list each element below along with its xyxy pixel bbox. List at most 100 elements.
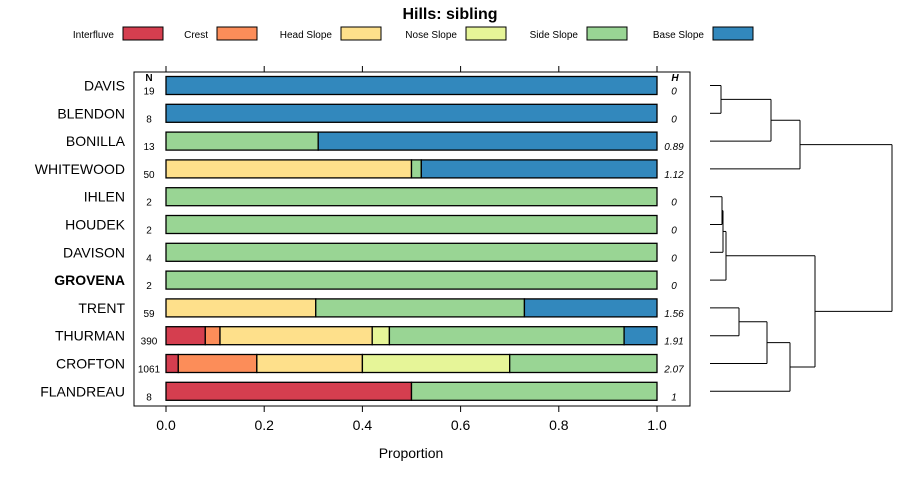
x-tick-label: 0.2 <box>254 417 274 433</box>
bar-segment <box>523 298 658 318</box>
bar-segment <box>509 353 658 374</box>
bar-segment <box>165 75 658 96</box>
x-tick-label: 1.0 <box>647 417 667 433</box>
category-label: CROFTON <box>56 356 125 372</box>
n-value: 50 <box>143 170 155 181</box>
n-header: N <box>145 73 152 84</box>
bar-segment <box>177 353 258 374</box>
bar-segment <box>361 353 511 374</box>
n-value: 2 <box>146 198 152 209</box>
bar-row <box>165 214 658 235</box>
legend-swatch <box>122 26 164 41</box>
h-value: 2.07 <box>663 365 684 376</box>
dendrogram <box>710 85 893 392</box>
legend: Interfluve Crest Head Slope Nose Slope Side … <box>73 26 754 41</box>
n-value: 59 <box>143 309 155 320</box>
h-value: 0 <box>671 253 677 264</box>
bar-row <box>165 270 658 290</box>
bar-segment <box>256 353 364 374</box>
bar-row <box>165 103 658 123</box>
x-axis-title: Proportion <box>379 445 444 461</box>
h-value: 0 <box>671 114 677 125</box>
bar-segment <box>371 326 391 346</box>
n-value: 19 <box>143 87 155 98</box>
row-labels: N H DAVIS 19 0 BLENDON 8 0 BONILLA 13 0.89 WHITEWOO… <box>35 73 684 403</box>
legend-label: Head Slope <box>280 30 333 41</box>
bar-segment <box>165 103 658 123</box>
h-value: 1.12 <box>664 170 684 181</box>
category-label: IHLEN <box>84 189 125 205</box>
x-tick-label: 0.6 <box>451 417 471 433</box>
plot-frame <box>133 71 691 407</box>
bar-row <box>165 326 658 346</box>
bar-segment <box>165 381 413 401</box>
bar-segment <box>420 159 658 179</box>
bar-segment <box>165 270 658 290</box>
legend-swatch <box>465 26 507 41</box>
n-value: 390 <box>141 337 158 348</box>
bar-row <box>165 75 658 96</box>
bar-segment <box>317 131 658 151</box>
category-label: WHITEWOOD <box>35 161 125 177</box>
bar-segment <box>219 326 373 346</box>
h-value: 1 <box>671 392 677 403</box>
legend-label: Nose Slope <box>405 30 457 41</box>
legend-label: Base Slope <box>653 30 705 41</box>
category-label: TRENT <box>78 300 125 316</box>
x-axis: 0.0 0.2 0.4 0.6 0.8 1.0 <box>156 66 667 433</box>
h-header: H <box>671 73 679 84</box>
x-tick-label: 0.0 <box>156 417 176 433</box>
legend-swatch <box>712 26 754 41</box>
category-label: DAVISON <box>63 244 125 260</box>
bar-segment <box>165 214 658 235</box>
bar-segment <box>410 159 422 179</box>
bars <box>165 75 658 401</box>
bar-row <box>165 187 658 207</box>
bar-segment <box>165 187 658 207</box>
bar-segment <box>165 326 206 346</box>
legend-swatch <box>586 26 628 41</box>
bar-segment <box>165 159 413 179</box>
h-value: 1.56 <box>664 309 684 320</box>
bar-row <box>165 242 658 262</box>
bar-segment <box>410 381 658 401</box>
legend-label: Side Slope <box>530 30 579 41</box>
bar-row <box>165 381 658 401</box>
category-label: FLANDREAU <box>40 383 125 399</box>
bar-row <box>165 353 658 374</box>
category-label: GROVENA <box>54 272 125 288</box>
n-value: 8 <box>146 392 152 403</box>
bar-segment <box>204 326 221 346</box>
bar-segment <box>388 326 625 346</box>
category-label: BLENDON <box>57 105 125 121</box>
bar-segment <box>623 326 658 346</box>
chart-title: Hills: sibling <box>402 6 497 23</box>
h-value: 1.91 <box>664 337 683 348</box>
x-tick-label: 0.4 <box>353 417 373 433</box>
legend-swatch <box>340 26 382 41</box>
bar-row <box>165 159 658 179</box>
bar-segment <box>165 353 179 374</box>
category-label: DAVIS <box>84 78 125 94</box>
n-value: 4 <box>146 253 152 264</box>
legend-label: Interfluve <box>73 30 115 41</box>
n-value: 8 <box>146 114 152 125</box>
h-value: 0 <box>671 87 677 98</box>
legend-swatch <box>216 26 258 41</box>
h-value: 0 <box>671 281 677 292</box>
h-value: 0 <box>671 226 677 237</box>
bar-segment <box>165 242 658 262</box>
n-value: 1061 <box>138 365 161 376</box>
legend-label: Crest <box>184 30 208 41</box>
bar-segment <box>165 131 319 151</box>
h-value: 0.89 <box>664 142 684 153</box>
bar-segment <box>165 298 317 318</box>
bar-row <box>165 298 658 318</box>
bar-segment <box>315 298 526 318</box>
n-value: 13 <box>143 142 155 153</box>
category-label: HOUDEK <box>65 217 126 233</box>
category-label: BONILLA <box>66 133 126 149</box>
n-value: 2 <box>146 281 152 292</box>
x-tick-label: 0.8 <box>549 417 569 433</box>
